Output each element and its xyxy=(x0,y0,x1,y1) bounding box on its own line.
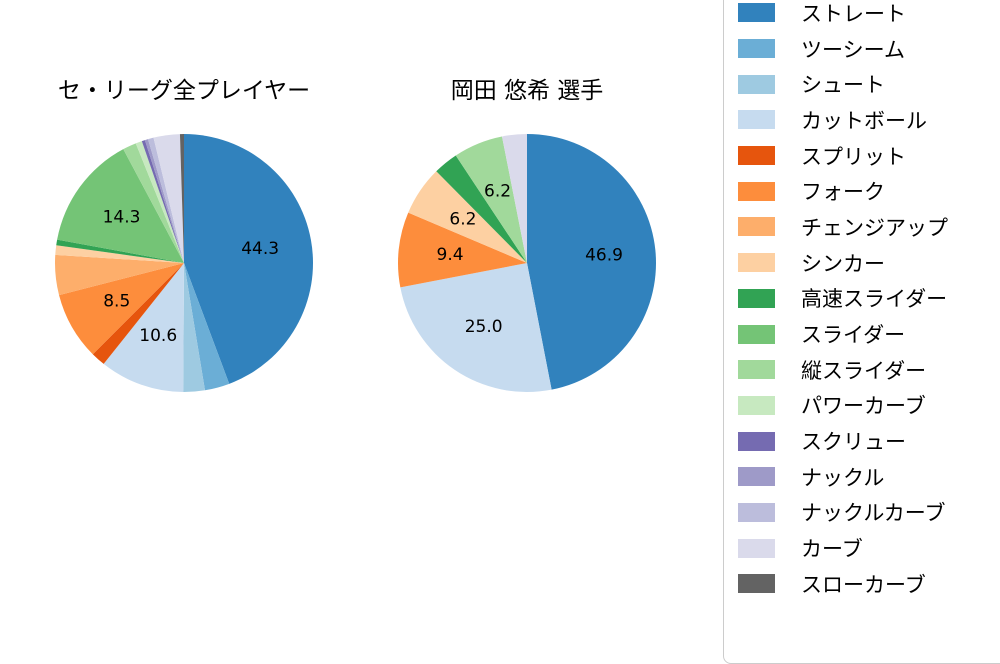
legend-label: ツーシーム xyxy=(801,37,905,62)
legend-item: スライダー xyxy=(738,316,1000,352)
legend-label: ストレート xyxy=(801,1,906,26)
legend-item: ツーシーム xyxy=(738,31,1000,67)
pie-slice xyxy=(57,149,184,263)
legend-item: ナックルカーブ xyxy=(738,495,1000,531)
pie-slice xyxy=(179,134,184,263)
pie-slice xyxy=(398,212,527,288)
pie-slice xyxy=(135,141,184,263)
pie-slice xyxy=(184,263,230,391)
legend-swatch xyxy=(738,502,775,522)
legend-swatch xyxy=(738,110,775,130)
legend: ストレートツーシームシュートカットボール スプリットフォークチェンジアップ シンカー… xyxy=(723,0,1000,664)
legend-item: カーブ xyxy=(738,530,1000,566)
legend-label: 縦スライダー xyxy=(801,358,927,383)
pie-slice xyxy=(184,134,314,384)
legend-swatch xyxy=(738,288,775,308)
pie-percent-label: 8.5 xyxy=(103,291,130,311)
pie-slice xyxy=(59,263,184,355)
legend-swatch xyxy=(738,360,775,380)
legend-item: シンカー xyxy=(738,245,1000,281)
pie-slice xyxy=(183,263,205,392)
legend-swatch xyxy=(738,217,775,237)
pie-slice xyxy=(92,263,184,364)
legend-item: 高速スライダー xyxy=(738,281,1000,317)
pie-slice xyxy=(153,134,184,263)
pie-slice xyxy=(400,263,552,392)
legend-swatch xyxy=(738,574,775,594)
pie-slice xyxy=(148,137,184,263)
legend-label: スプリット xyxy=(801,144,906,169)
pie-percent-label: 25.0 xyxy=(465,317,503,337)
pie-slice xyxy=(144,139,184,263)
legend-label: ナックルカーブ xyxy=(801,501,946,526)
legend-label: ナックル xyxy=(801,465,885,490)
pie-slice xyxy=(56,239,184,263)
legend-item: 縦スライダー xyxy=(738,352,1000,388)
legend-label: スクリュー xyxy=(801,430,906,455)
pie-slice xyxy=(455,136,527,263)
legend-label: シンカー xyxy=(801,251,885,276)
pie-slice xyxy=(141,140,184,263)
pie-slice xyxy=(502,134,527,263)
legend-item: ストレート xyxy=(738,0,1000,31)
pie-percent-label: 46.9 xyxy=(585,246,623,266)
pie-slice xyxy=(55,245,185,263)
legend-label: パワーカーブ xyxy=(801,394,926,419)
legend-item: スクリュー xyxy=(738,423,1000,459)
pie-slice xyxy=(408,171,527,263)
legend-label: チェンジアップ xyxy=(801,215,948,240)
chart-title-right: 岡田 悠希 選手 xyxy=(450,78,604,104)
pie-percent-label: 9.4 xyxy=(437,245,464,265)
legend-item: シュート xyxy=(738,66,1000,102)
legend-item: スローカーブ xyxy=(738,566,1000,602)
legend-swatch xyxy=(738,395,775,415)
legend-label: カットボール xyxy=(801,108,927,133)
pie-slice xyxy=(436,155,527,263)
pie-slice xyxy=(527,134,657,390)
legend-item: フォーク xyxy=(738,173,1000,209)
legend-item: パワーカーブ xyxy=(738,388,1000,424)
legend-item: ナックル xyxy=(738,459,1000,495)
legend-swatch xyxy=(738,431,775,451)
pie-slice xyxy=(103,263,184,392)
pie-percent-label: 6.2 xyxy=(449,210,476,230)
legend-label: スローカーブ xyxy=(801,572,926,597)
legend-label: シュート xyxy=(801,73,885,98)
legend-swatch xyxy=(738,467,775,487)
legend-item: カットボール xyxy=(738,102,1000,138)
legend-item: チェンジアップ xyxy=(738,209,1000,245)
chart-title-left: セ・リーグ全プレイヤー xyxy=(57,78,311,104)
legend-swatch xyxy=(738,181,775,201)
legend-item: スプリット xyxy=(738,138,1000,174)
legend-swatch xyxy=(738,146,775,166)
legend-swatch xyxy=(738,74,775,94)
pie-percent-label: 6.2 xyxy=(484,181,511,201)
legend-swatch xyxy=(738,253,775,273)
legend-swatch xyxy=(738,324,775,344)
legend-swatch xyxy=(738,538,775,558)
pie-slice xyxy=(123,143,184,263)
legend-swatch xyxy=(738,3,775,23)
legend-swatch xyxy=(738,39,775,59)
legend-label: フォーク xyxy=(801,180,885,205)
pie-percent-label: 14.3 xyxy=(103,207,141,227)
pie-percent-label: 10.6 xyxy=(139,326,177,346)
legend-label: 高速スライダー xyxy=(801,287,948,312)
legend-label: カーブ xyxy=(801,537,863,562)
pie-slice xyxy=(54,254,184,296)
pie-percent-label: 44.3 xyxy=(241,239,279,259)
legend-label: スライダー xyxy=(801,323,906,348)
